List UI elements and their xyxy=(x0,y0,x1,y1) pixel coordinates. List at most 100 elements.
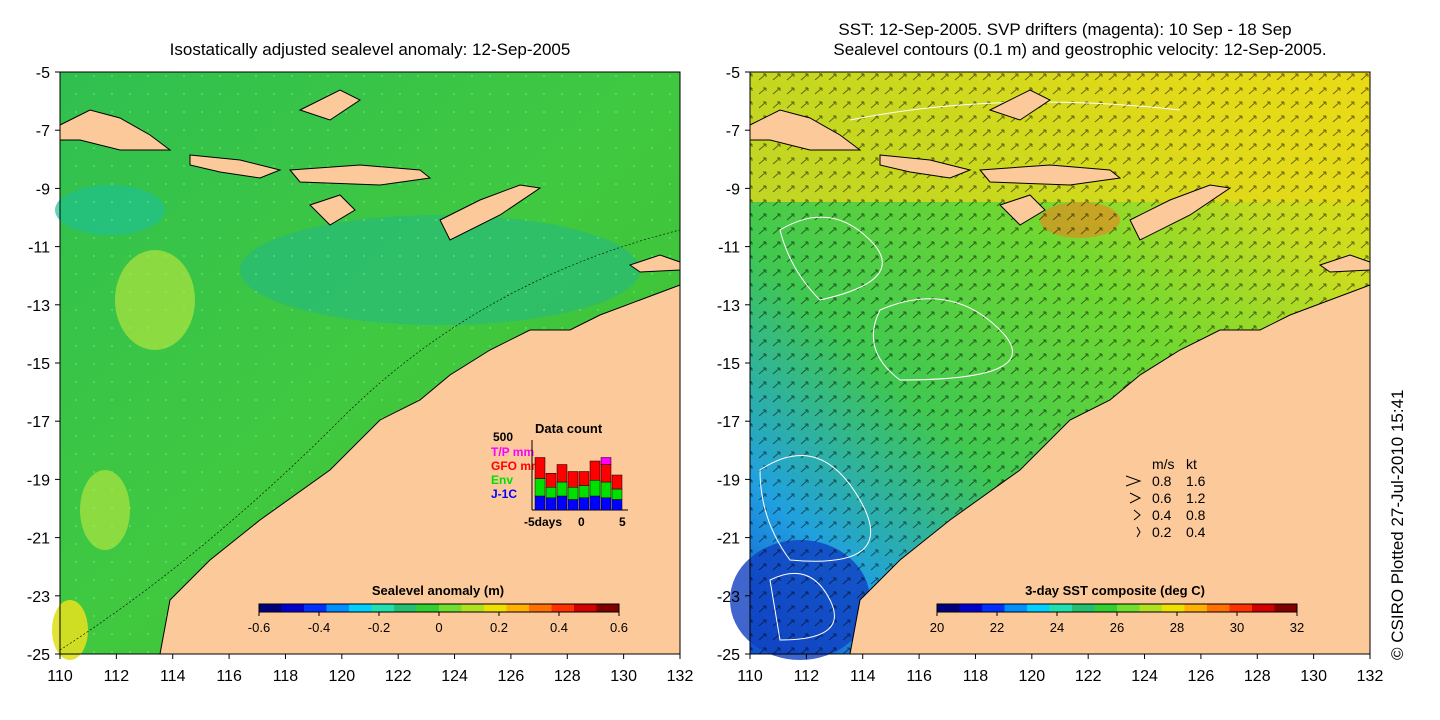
sealevel-colorbar-cell xyxy=(574,604,597,612)
right-xtick-label: 120 xyxy=(1018,668,1045,685)
inset-bar-segment xyxy=(556,495,568,511)
velocity-legend-arrow xyxy=(1125,475,1142,487)
sealevel-colorbar-cell xyxy=(461,604,485,612)
velocity-legend-kt-header: kt xyxy=(1186,456,1197,472)
right-xtick-label: 122 xyxy=(1075,668,1102,685)
inset-bar-segment xyxy=(534,495,546,511)
left-ytick-label: -7 xyxy=(36,123,50,140)
velocity-legend-arrow xyxy=(1129,492,1142,504)
csiro-credit: © CSIRO Plotted 27-Jul-2010 15:41 xyxy=(1388,389,1407,660)
sst-colorbar-cell xyxy=(1117,604,1140,612)
left-xtick-label: 114 xyxy=(160,668,186,685)
sulawesi-south-land-right xyxy=(988,89,1051,121)
sst-colorbar-cell xyxy=(1004,604,1028,612)
right-axes: -5 -7 -9 -11 -13 -15 -17 -19 -21 -23 -25 110 112 114 1… xyxy=(717,65,1384,685)
sealevel-colorbar-cell xyxy=(416,604,440,612)
sst-colorbar-cell xyxy=(982,604,1005,612)
right-xtick-label: 128 xyxy=(1244,668,1271,685)
left-ytick-label: -9 xyxy=(36,181,50,198)
right-ytick-label: -11 xyxy=(718,240,740,257)
right-xtick-label: 118 xyxy=(963,668,989,685)
inset-xtick-start: -5days xyxy=(524,515,562,529)
left-ytick-label: -25 xyxy=(27,647,50,664)
sealevel-colorbar-cell xyxy=(371,604,395,612)
inset-bar-segment xyxy=(567,499,579,511)
sealevel-colorbar-tick-label: -0.2 xyxy=(368,620,390,635)
sst-colorbar-cell xyxy=(1027,604,1050,612)
inset-bar-segment xyxy=(611,488,623,500)
sumba-land xyxy=(309,194,356,226)
sealevel-colorbar-cell xyxy=(596,604,620,612)
sealevel-colorbar-tick-label: -0.6 xyxy=(248,620,270,635)
right-ytick-label: -25 xyxy=(717,647,740,664)
inset-legend-item: Env xyxy=(491,473,513,487)
sst-colorbar-tick-label: 26 xyxy=(1110,620,1124,635)
inset-bar-segment xyxy=(589,460,601,481)
sst-colorbar-tick-label: 20 xyxy=(930,620,944,635)
right-ytick-label: -19 xyxy=(717,472,740,489)
left-ytick-label: -15 xyxy=(27,356,50,373)
inset-bar-segment xyxy=(589,495,601,511)
sst-colorbar-cell xyxy=(959,604,983,612)
sst-colorbar-label: 3-day SST composite (deg C) xyxy=(1025,583,1205,598)
sst-colorbar-tick-label: 28 xyxy=(1170,620,1184,635)
inset-bar-segment xyxy=(545,487,557,498)
inset-bar-segment xyxy=(534,457,546,479)
sealevel-colorbar-cell xyxy=(259,604,282,612)
inset-bar-segment xyxy=(578,471,590,486)
sealevel-colorbar-cell xyxy=(349,604,372,612)
inset-title: Data count xyxy=(535,421,603,436)
sst-colorbar-tick-label: 32 xyxy=(1290,620,1304,635)
shelf-contour xyxy=(59,229,681,651)
sst-colorbar-cell xyxy=(1072,604,1095,612)
sealevel-colorbar-cell xyxy=(439,604,462,612)
sealevel-colorbar-cell xyxy=(281,604,305,612)
right-xtick-label: 124 xyxy=(1131,668,1158,685)
right-ytick-label: -21 xyxy=(717,531,740,548)
sst-colorbar-tick-label: 30 xyxy=(1230,620,1244,635)
right-xtick-label: 132 xyxy=(1357,668,1384,685)
left-ytick-label: -13 xyxy=(27,298,50,315)
sst-colorbar-cell xyxy=(1207,604,1230,612)
sst-colorbar-cell xyxy=(1274,604,1298,612)
sst-colorbar-tick-label: 22 xyxy=(990,620,1004,635)
right-map-title-line2: Sealevel contours (0.1 m) and geostrophi… xyxy=(833,40,1327,59)
sst-colorbar-cell xyxy=(1252,604,1275,612)
inset-bar-segment xyxy=(611,474,623,490)
left-xtick-label: 122 xyxy=(385,668,412,685)
sealevel-colorbar-tick-label: 0.2 xyxy=(490,620,508,635)
left-map-title: Isostatically adjusted sealevel anomaly:… xyxy=(169,40,571,59)
sealevel-contour-3 xyxy=(759,455,871,562)
java-land-right xyxy=(749,109,862,151)
sealevel-contour-2 xyxy=(872,298,1013,381)
inset-bar-segment xyxy=(534,478,546,497)
right-xtick-label: 116 xyxy=(906,668,932,685)
right-ytick-label: -5 xyxy=(726,65,740,82)
left-xtick-label: 124 xyxy=(441,668,468,685)
inset-bar-segment xyxy=(578,497,590,511)
right-ytick-label: -17 xyxy=(717,414,740,431)
sumba-land-right xyxy=(999,194,1046,226)
right-ytick-label: -9 xyxy=(726,181,740,198)
velocity-legend-ms: 0.8 xyxy=(1152,473,1172,489)
velocity-legend-kt: 1.2 xyxy=(1186,490,1206,506)
bali-lombok-land-right xyxy=(879,154,972,179)
velocity-legend-kt: 0.4 xyxy=(1186,524,1206,540)
right-ytick-label: -23 xyxy=(717,589,740,606)
sealevel-colorbar-label: Sealevel anomaly (m) xyxy=(372,583,504,598)
right-ytick-label: -7 xyxy=(726,123,740,140)
inset-bar-segment xyxy=(600,457,612,465)
sealevel-colorbar-tick-label: -0.4 xyxy=(308,620,330,635)
sealevel-colorbar-cell xyxy=(506,604,530,612)
inset-bar-segment xyxy=(600,464,612,483)
right-ytick-label: -13 xyxy=(717,298,740,315)
velocity-legend-ms: 0.4 xyxy=(1152,507,1172,523)
left-xtick-label: 120 xyxy=(328,668,355,685)
left-xtick-label: 130 xyxy=(610,668,637,685)
right-ytick-label: -15 xyxy=(717,356,740,373)
sealevel-colorbar-cell xyxy=(529,604,552,612)
left-axes: -5 -7 -9 -11 -13 -15 -17 -19 -21 -23 -25 110 112 114 1… xyxy=(27,65,694,685)
inset-bar-segment xyxy=(567,471,579,488)
australia-land-right xyxy=(849,284,1371,655)
right-xtick-label: 114 xyxy=(850,668,876,685)
